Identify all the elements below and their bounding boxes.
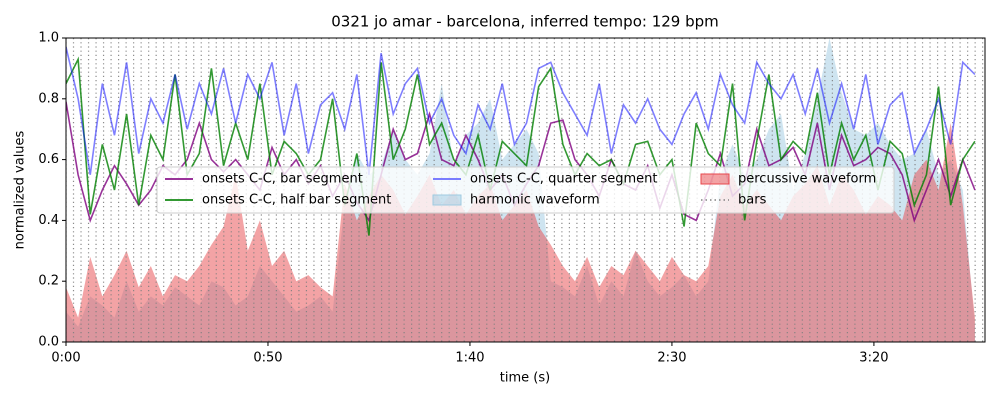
y-tick-label: 0.0 [38,335,59,350]
x-tick-label: 2:30 [657,351,686,366]
y-tick-label: 0.8 [38,91,59,106]
x-tick-label: 0:50 [253,351,282,366]
y-tick-label: 1.0 [38,31,59,46]
x-tick-label: 1:40 [455,351,484,366]
legend-label: onsets C-C, quarter segment [470,172,657,187]
legend-label: harmonic waveform [470,193,600,208]
legend-label: bars [738,193,767,208]
y-tick-label: 0.6 [38,152,59,167]
y-tick-label: 0.2 [38,274,59,289]
legend-label: percussive waveform [738,172,876,187]
x-tick-label: 0:00 [51,351,80,366]
line [66,46,976,175]
x-axis-label: time (s) [500,371,550,386]
line [66,56,976,236]
chart-title: 0321 jo amar - barcelona, inferred tempo… [331,13,719,31]
legend-swatch [700,173,730,185]
axes-frame [65,37,986,343]
y-axis-label: normalized values [13,130,28,249]
y-tick-label: 0.4 [38,213,59,228]
legend-label: onsets C-C, bar segment [202,172,363,187]
legend: onsets C-C, bar segment onsets C-C, half … [156,166,895,214]
area [66,123,975,342]
legend-label: onsets C-C, half bar segment [202,193,391,208]
legend-swatch [432,194,462,206]
x-tick-label: 3:20 [859,351,888,366]
